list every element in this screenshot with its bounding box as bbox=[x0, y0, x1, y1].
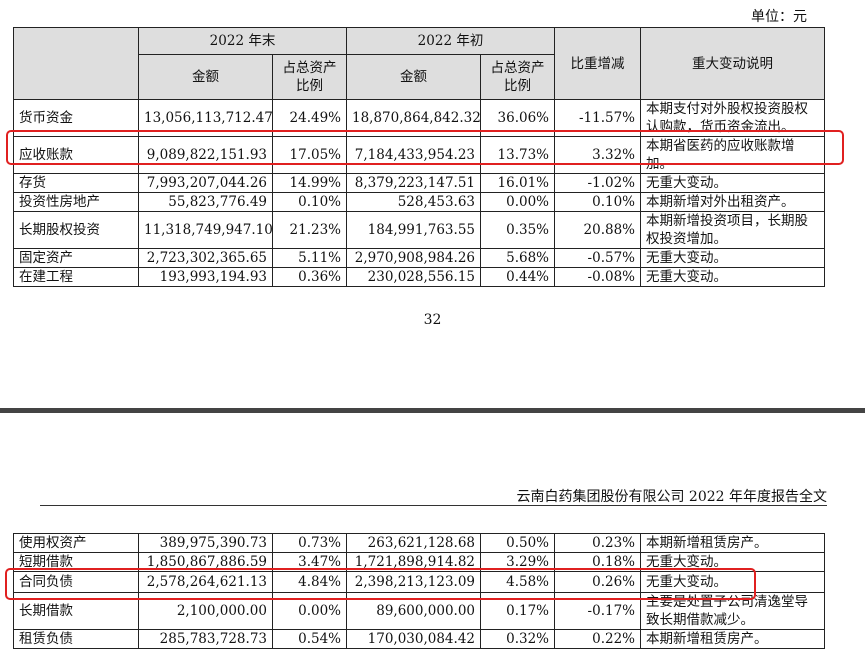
cell-amount-end: 193,993,194.93 bbox=[138, 267, 273, 287]
cell-amount-end: 285,783,728.73 bbox=[138, 629, 273, 649]
unit-label: 单位：元 bbox=[751, 9, 807, 25]
cell-amount-end: 1,850,867,886.59 bbox=[138, 552, 273, 572]
table-row: 存货 7,993,207,044.26 14.99% 8,379,223,147.51… bbox=[13, 173, 825, 193]
table-row: 租赁负债 285,783,728.73 0.54% 170,030,084.42 0.3… bbox=[13, 629, 825, 649]
page-divider bbox=[0, 408, 865, 413]
cell-item: 合同负债 bbox=[13, 571, 139, 593]
cell-ratio-begin: 5.68% bbox=[480, 248, 555, 268]
cell-amount-begin: 8,379,223,147.51 bbox=[346, 173, 481, 193]
cell-amount-end: 9,089,822,151.93 bbox=[138, 136, 273, 174]
cell-amount-end: 7,993,207,044.26 bbox=[138, 173, 273, 193]
cell-note: 本期新增租赁房产。 bbox=[640, 629, 825, 649]
cell-item: 存货 bbox=[13, 173, 139, 193]
cell-note: 无重大变动。 bbox=[640, 267, 825, 287]
cell-ratio-begin: 0.50% bbox=[480, 533, 555, 553]
cell-item: 租赁负债 bbox=[13, 629, 139, 649]
cell-item: 投资性房地产 bbox=[13, 192, 139, 212]
header-amount-end: 金额 bbox=[138, 54, 273, 100]
balance-table-bottom: 使用权资产 389,975,390.73 0.73% 263,621,128.68 0.… bbox=[13, 533, 825, 649]
cell-ratio-end: 0.54% bbox=[272, 629, 347, 649]
cell-amount-begin: 230,028,556.15 bbox=[346, 267, 481, 287]
cell-change: 20.88% bbox=[554, 211, 641, 249]
cell-ratio-end: 0.36% bbox=[272, 267, 347, 287]
cell-amount-begin: 2,970,908,984.26 bbox=[346, 248, 481, 268]
cell-ratio-end: 5.11% bbox=[272, 248, 347, 268]
cell-ratio-begin: 0.44% bbox=[480, 267, 555, 287]
cell-item: 固定资产 bbox=[13, 248, 139, 268]
page-number: 32 bbox=[423, 312, 442, 328]
header-begin-2022: 2022 年初 bbox=[346, 27, 555, 55]
cell-note: 无重大变动。 bbox=[640, 248, 825, 268]
cell-ratio-end: 21.23% bbox=[272, 211, 347, 249]
header-ratio-end: 占总资产 比例 bbox=[272, 54, 347, 100]
cell-amount-end: 389,975,390.73 bbox=[138, 533, 273, 553]
header-change: 比重增减 bbox=[554, 27, 641, 100]
cell-item: 长期股权投资 bbox=[13, 211, 139, 249]
cell-note: 无重大变动。 bbox=[640, 552, 825, 572]
cell-amount-begin: 2,398,213,123.09 bbox=[346, 571, 481, 593]
cell-note: 本期新增租赁房产。 bbox=[640, 533, 825, 553]
cell-ratio-begin: 13.73% bbox=[480, 136, 555, 174]
cell-change: 0.10% bbox=[554, 192, 641, 212]
cell-amount-end: 2,723,302,365.65 bbox=[138, 248, 273, 268]
cell-ratio-end: 14.99% bbox=[272, 173, 347, 193]
table-row: 在建工程 193,993,194.93 0.36% 230,028,556.15 0.4… bbox=[13, 267, 825, 287]
highlight-box-receivables bbox=[6, 130, 844, 165]
cell-ratio-end: 4.84% bbox=[272, 571, 347, 593]
cell-change: 0.23% bbox=[554, 533, 641, 553]
table-row: 应收账款 9,089,822,151.93 17.05% 7,184,433,954.… bbox=[13, 136, 825, 174]
cell-amount-begin: 263,621,128.68 bbox=[346, 533, 481, 553]
cell-ratio-begin: 16.01% bbox=[480, 173, 555, 193]
header-end-2022: 2022 年末 bbox=[138, 27, 347, 55]
cell-change: 3.32% bbox=[554, 136, 641, 174]
cell-ratio-end: 0.73% bbox=[272, 533, 347, 553]
cell-note: 本期新增投资项目，长期股权投资增加。 bbox=[640, 211, 825, 249]
header-amount-begin: 金额 bbox=[346, 54, 481, 100]
cell-amount-end: 11,318,749,947.10 bbox=[138, 211, 273, 249]
cell-change: -1.02% bbox=[554, 173, 641, 193]
cell-ratio-end: 0.10% bbox=[272, 192, 347, 212]
cell-item: 使用权资产 bbox=[13, 533, 139, 553]
cell-change: -0.57% bbox=[554, 248, 641, 268]
table-row: 长期股权投资 11,318,749,947.10 21.23% 184,991,763… bbox=[13, 211, 825, 249]
cell-item: 应收账款 bbox=[13, 136, 139, 174]
table-row: 合同负债 2,578,264,621.13 4.84% 2,398,213,123.0… bbox=[13, 571, 825, 593]
table-row: 投资性房地产 55,823,776.49 0.10% 528,453.63 0.00% 0… bbox=[13, 192, 825, 212]
cell-amount-end: 55,823,776.49 bbox=[138, 192, 273, 212]
cell-ratio-begin: 0.35% bbox=[480, 211, 555, 249]
cell-note: 无重大变动。 bbox=[640, 173, 825, 193]
cell-ratio-begin: 0.32% bbox=[480, 629, 555, 649]
cell-amount-begin: 170,030,084.42 bbox=[346, 629, 481, 649]
cell-note: 本期新增对外出租资产。 bbox=[640, 192, 825, 212]
cell-amount-begin: 184,991,763.55 bbox=[346, 211, 481, 249]
cell-ratio-begin: 0.00% bbox=[480, 192, 555, 212]
cell-change: 0.22% bbox=[554, 629, 641, 649]
cell-amount-begin: 7,184,433,954.23 bbox=[346, 136, 481, 174]
header-item-blank bbox=[13, 27, 139, 100]
company-header: 云南白药集团股份有限公司 2022 年年度报告全文 bbox=[516, 489, 827, 505]
cell-amount-begin: 528,453.63 bbox=[346, 192, 481, 212]
cell-amount-end: 2,578,264,621.13 bbox=[138, 571, 273, 593]
table-row: 固定资产 2,723,302,365.65 5.11% 2,970,908,984.2… bbox=[13, 248, 825, 268]
cell-ratio-end: 17.05% bbox=[272, 136, 347, 174]
cell-item: 在建工程 bbox=[13, 267, 139, 287]
table-row: 使用权资产 389,975,390.73 0.73% 263,621,128.68 0.… bbox=[13, 533, 825, 553]
header-rule bbox=[40, 505, 827, 506]
balance-table-top: 2022 年末 2022 年初 比重增减 重大变动说明 金额 占总资产 比例 金额… bbox=[13, 27, 825, 287]
header-ratio-begin: 占总资产 比例 bbox=[480, 54, 555, 100]
highlight-box-contract-liabilities bbox=[5, 568, 756, 600]
cell-change: -0.08% bbox=[554, 267, 641, 287]
header-note: 重大变动说明 bbox=[640, 27, 825, 100]
